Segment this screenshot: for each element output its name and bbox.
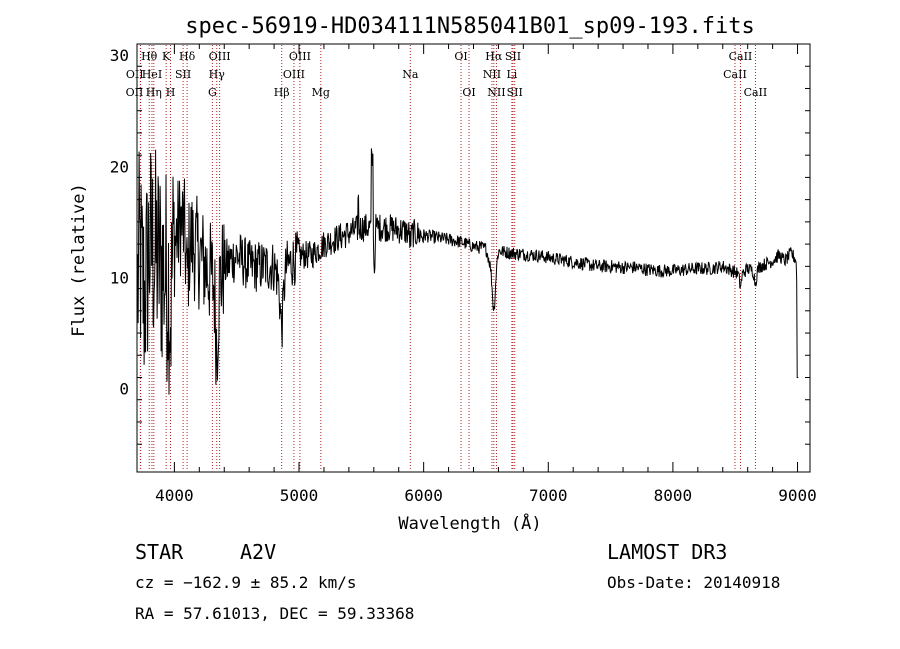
redshift-cz: cz = −162.9 ± 85.2 km/s xyxy=(135,573,357,592)
line-marker-label: G xyxy=(208,86,217,99)
observation-date: Obs-Date: 20140918 xyxy=(607,573,780,592)
line-marker-label: H xyxy=(166,86,176,99)
y-axis: 0 10 20 30 xyxy=(110,46,810,445)
line-marker-label: OII xyxy=(126,68,144,81)
y-tick-label: 0 xyxy=(119,380,129,399)
survey-name: LAMOST DR3 xyxy=(607,540,727,564)
x-axis-label: Wavelength (Å) xyxy=(398,512,541,534)
coordinates: RA = 57.61013, DEC = 59.33368 xyxy=(135,604,414,623)
line-marker-label: HeI xyxy=(142,68,162,81)
line-marker-label: Hβ xyxy=(274,86,290,99)
line-marker-label: Na xyxy=(402,68,419,81)
x-tick-label: 4000 xyxy=(155,486,194,505)
y-axis-label: Flux (relative) xyxy=(69,183,89,337)
line-marker-label: SII xyxy=(507,86,523,99)
line-marker-label: Hα xyxy=(485,50,503,63)
line-marker-label: OIII xyxy=(289,50,311,63)
x-tick-label: 5000 xyxy=(280,486,319,505)
line-marker-label: OIII xyxy=(209,50,231,63)
line-marker-label: Hη xyxy=(146,86,162,99)
line-marker-label: CaII xyxy=(729,50,753,63)
x-tick-label: 6000 xyxy=(404,486,443,505)
x-axis: 4000 5000 6000 7000 8000 9000 xyxy=(155,44,817,505)
line-marker-label: OII xyxy=(126,86,144,99)
line-marker-label: OI xyxy=(462,86,475,99)
line-marker-label: NII xyxy=(483,68,501,81)
subclass: A2V xyxy=(240,540,276,564)
object-class: STAR xyxy=(135,540,184,564)
line-marker-label: OI xyxy=(454,50,467,63)
line-marker-label: NII xyxy=(487,86,505,99)
spectrum-line xyxy=(137,148,799,395)
line-marker-label: SII xyxy=(505,50,521,63)
line-marker-label: Hγ xyxy=(209,68,226,81)
line-marker-label: K xyxy=(162,50,171,63)
line-marker-label: CaII xyxy=(744,86,768,99)
chart-title: spec-56919-HD034111N585041B01_sp09-193.f… xyxy=(185,14,755,39)
y-tick-label: 30 xyxy=(110,46,129,65)
x-tick-label: 8000 xyxy=(654,486,693,505)
line-marker-label: OIII xyxy=(283,68,305,81)
line-marker-label: Li xyxy=(506,68,517,81)
line-marker-label: Mg xyxy=(312,86,330,99)
line-marker-label: CaII xyxy=(723,68,747,81)
line-marker-label: Hδ xyxy=(179,50,196,63)
line-marker-label: SII xyxy=(175,68,191,81)
line-marker-label: Hθ xyxy=(141,50,158,63)
line-marker-labels: OII OII Hθ HeI Hη K SII H Hδ OIII Hγ G Hβ OIII OIII Mg N… xyxy=(126,50,768,99)
x-tick-label: 7000 xyxy=(529,486,568,505)
y-tick-label: 10 xyxy=(110,268,129,287)
x-tick-label: 9000 xyxy=(778,486,817,505)
y-tick-label: 20 xyxy=(110,157,129,176)
